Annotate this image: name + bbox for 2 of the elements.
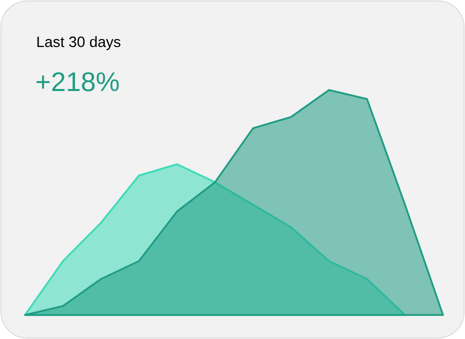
chart-subtitle: +218% — [36, 72, 119, 92]
chart-title: Last 30 days — [37, 36, 120, 50]
